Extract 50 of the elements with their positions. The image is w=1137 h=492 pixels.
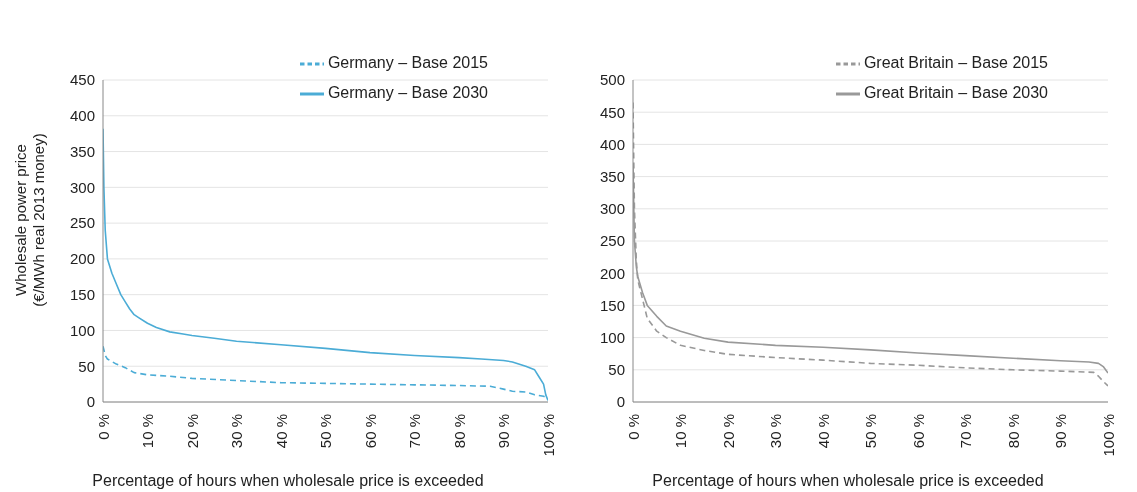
legend-label: Germany – Base 2015 <box>327 54 488 71</box>
x-tick-label: 50 % <box>862 414 879 449</box>
x-tick-label: 90 % <box>495 414 512 449</box>
x-tick-label: 30 % <box>228 414 245 449</box>
x-tick-label: 70 % <box>406 414 423 449</box>
x-tick-label: 90 % <box>1052 414 1069 449</box>
y-tick-label: 450 <box>599 103 625 121</box>
x-tick-label: 30 % <box>767 414 784 449</box>
x-tick-label: 80 % <box>450 414 468 449</box>
y-tick-label: 350 <box>599 167 625 185</box>
y-tick-label: 100 <box>69 321 95 339</box>
y-tick-label: 300 <box>599 200 625 218</box>
y-tick-label: 250 <box>69 214 95 232</box>
x-tick-label: 0 % <box>624 414 642 440</box>
y-tick-label: 150 <box>69 285 95 303</box>
y-tick-label: 450 <box>69 71 95 89</box>
y-tick-label: 250 <box>599 232 625 250</box>
x-tick-label: 100 % <box>539 414 557 457</box>
x-tick-label: 100 % <box>1099 414 1117 457</box>
legend-label: Great Britain – Base 2030 <box>863 84 1048 101</box>
y-tick-label: 500 <box>599 71 625 89</box>
y-tick-label: 200 <box>599 264 625 282</box>
x-tick-label: 80 % <box>1004 414 1022 449</box>
y-tick-label: 150 <box>599 296 625 314</box>
x-tick-label: 0 % <box>94 414 112 440</box>
y-tick-label: 200 <box>69 250 95 268</box>
y-tick-label: 400 <box>69 107 95 125</box>
y-tick-label: 350 <box>69 142 95 160</box>
y-tick-label: 300 <box>69 178 95 196</box>
x-tick-label: 50 % <box>317 414 334 449</box>
y-tick-label: 50 <box>78 357 95 375</box>
x-tick-label: 70 % <box>957 414 974 449</box>
y-tick-label: 400 <box>599 135 625 153</box>
x-tick-label: 10 % <box>672 414 689 449</box>
y-tick-label: 50 <box>608 361 625 379</box>
y-tick-label: 100 <box>599 328 625 346</box>
y-tick-label: 0 <box>616 393 625 411</box>
x-tick-label: 20 % <box>183 414 201 449</box>
legend-label: Germany – Base 2030 <box>327 84 488 101</box>
x-axis-title: Percentage of hours when wholesale price is exceeded <box>651 472 1045 490</box>
x-tick-label: 40 % <box>814 414 832 449</box>
x-axis-title: Percentage of hours when wholesale price is exceeded <box>91 472 485 490</box>
y-tick-label: 0 <box>86 393 95 411</box>
x-tick-label: 40 % <box>272 414 290 449</box>
legend-label: Great Britain – Base 2015 <box>863 54 1048 71</box>
x-tick-label: 10 % <box>139 414 156 449</box>
x-tick-label: 60 % <box>909 414 927 449</box>
y-axis-title: Wholesale power price (€/MWh real 2013 money) <box>12 133 48 307</box>
x-tick-label: 20 % <box>719 414 737 449</box>
x-tick-label: 60 % <box>361 414 379 449</box>
